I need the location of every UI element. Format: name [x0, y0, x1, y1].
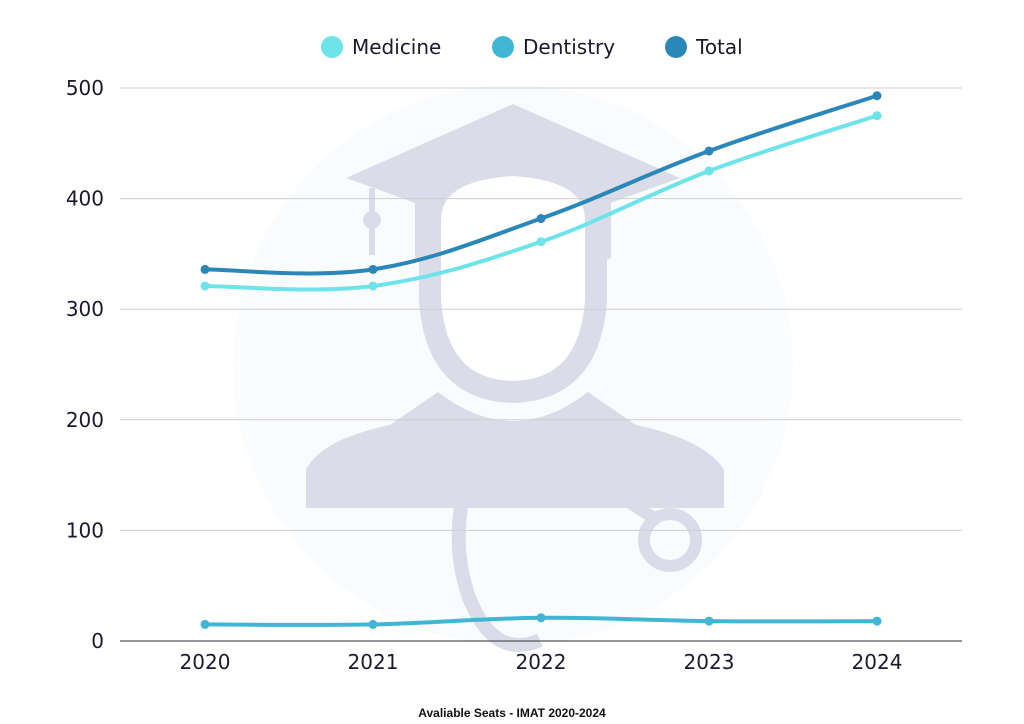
data-point [704, 146, 714, 156]
y-tick-label: 200 [66, 408, 104, 432]
axes: 0 100 200 300 400 500 2020 2021 2022 2023 2024 [66, 76, 962, 674]
data-point [368, 619, 378, 629]
data-point [200, 619, 210, 629]
data-point [872, 616, 882, 626]
data-point [536, 613, 546, 623]
series-dentistry [200, 613, 882, 629]
legend-swatch [665, 36, 687, 58]
data-point [872, 111, 882, 121]
y-tick-label: 500 [66, 76, 104, 100]
series-medicine [200, 111, 882, 292]
x-tick-label: 2021 [348, 650, 399, 674]
grid-lines [120, 87, 962, 531]
y-tick-label: 0 [91, 629, 104, 653]
x-tick-label: 2024 [852, 650, 903, 674]
legend-item-total: Total [665, 35, 743, 59]
series-total [200, 91, 882, 276]
data-point [200, 264, 210, 274]
series-layer [200, 91, 882, 629]
data-point [536, 237, 546, 247]
data-point [704, 166, 714, 176]
data-point [872, 91, 882, 101]
data-point [368, 281, 378, 291]
y-tick-label: 100 [66, 518, 104, 542]
x-tick-label: 2023 [684, 650, 735, 674]
data-point [368, 264, 378, 274]
legend-swatch [321, 36, 343, 58]
legend-item-dentistry: Dentistry [492, 35, 615, 59]
legend-swatch [492, 36, 514, 58]
chart-caption: Avaliable Seats - IMAT 2020-2024 [418, 706, 606, 720]
graduate-doctor-icon [233, 85, 793, 652]
x-tick-label: 2020 [180, 650, 231, 674]
y-tick-label: 300 [66, 297, 104, 321]
x-tick-label: 2022 [516, 650, 567, 674]
data-point [200, 281, 210, 291]
y-tick-label: 400 [66, 187, 104, 211]
legend-label: Dentistry [523, 35, 615, 59]
legend-item-medicine: Medicine [321, 35, 441, 59]
data-point [704, 616, 714, 626]
legend: Medicine Dentistry Total [321, 35, 743, 59]
data-point [536, 214, 546, 224]
legend-label: Total [695, 35, 743, 59]
legend-label: Medicine [352, 35, 441, 59]
